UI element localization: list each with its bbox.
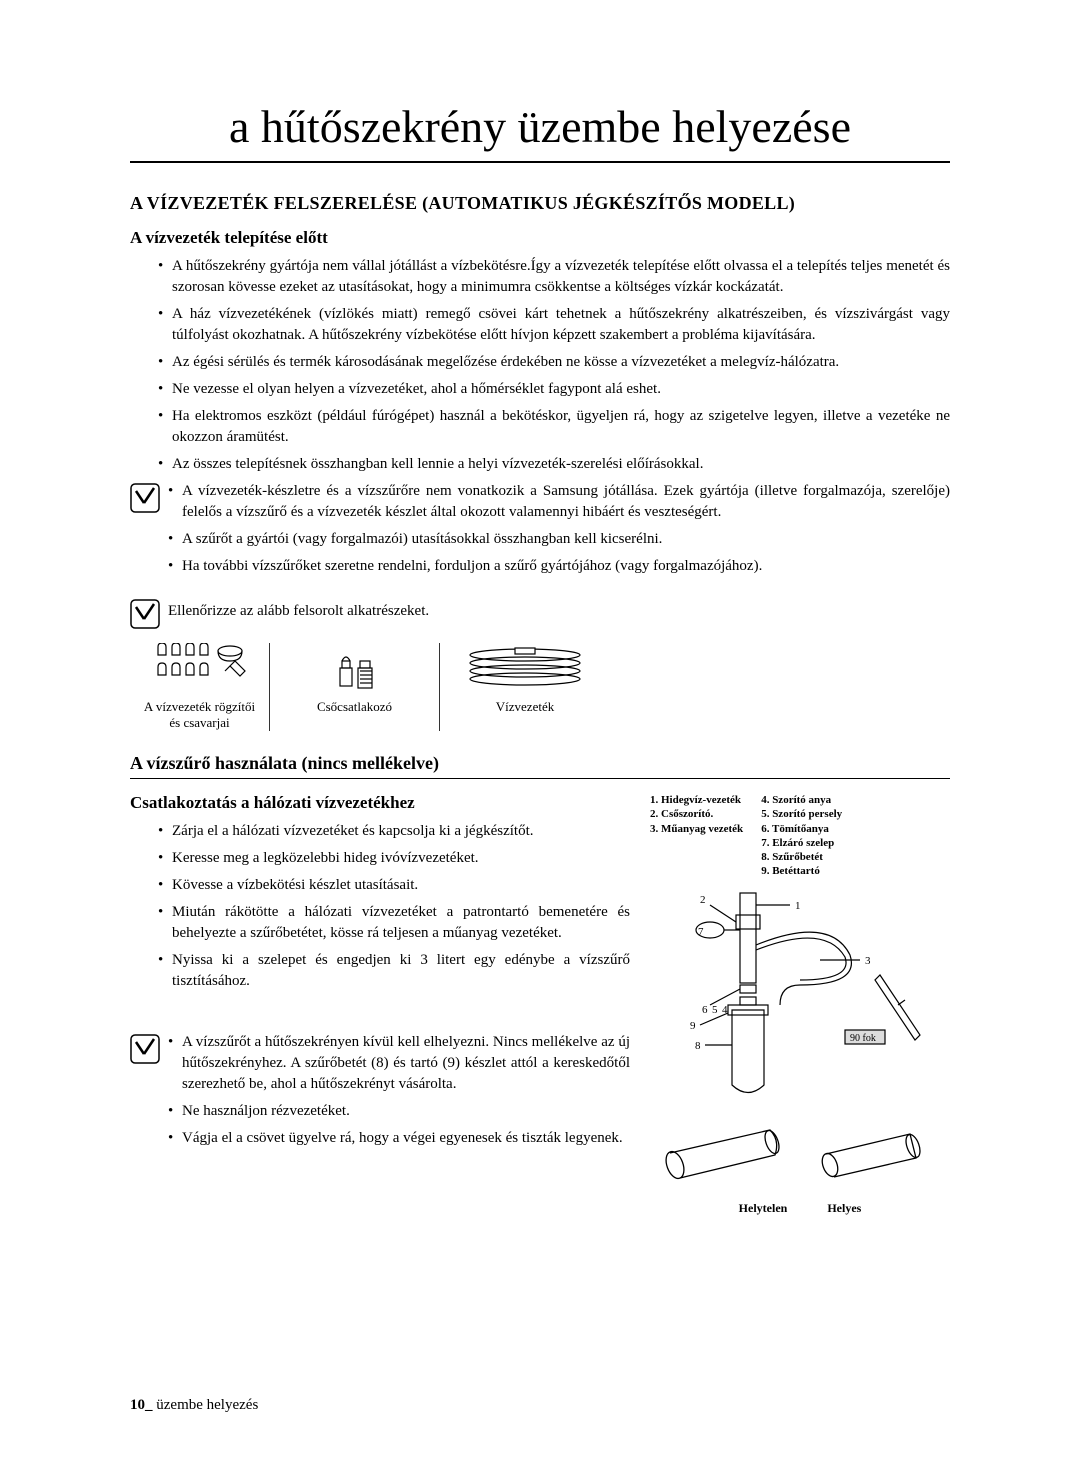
bullet-list: A hűtőszekrény gyártója nem vállal jótál… — [130, 256, 950, 475]
list-item: Ha további vízszűrőket szeretne rendelni… — [182, 556, 950, 577]
list-item: Az égési sérülés és termék károsodásának… — [172, 352, 950, 373]
legend-item: 5. Szorító persely — [761, 807, 842, 821]
legend-item: 3. Műanyag vezeték — [650, 822, 743, 836]
part-label: és csavarjai — [140, 715, 259, 731]
note-icon — [130, 1034, 160, 1064]
list-item: A hűtőszekrény gyártója nem vállal jótál… — [172, 256, 950, 298]
footer-text: üzembe helyezés — [153, 1397, 259, 1413]
page-footer: 10_ üzembe helyezés — [130, 1397, 258, 1414]
svg-text:7: 7 — [698, 926, 704, 938]
legend-item: 4. Szorító anya — [761, 793, 842, 807]
section-subheading: A vízvezeték telepítése előtt — [130, 228, 950, 248]
svg-text:2: 2 — [700, 894, 706, 906]
svg-text:6: 6 — [702, 1004, 708, 1016]
svg-text:1: 1 — [795, 900, 801, 912]
list-item: Az összes telepítésnek összhangban kell … — [172, 454, 950, 475]
page-title: a hűtőszekrény üzembe helyezése — [130, 100, 950, 163]
legend-item: 7. Elzáró szelep — [761, 836, 842, 850]
list-item: Ne használjon rézvezetéket. — [182, 1101, 630, 1122]
list-item: Zárja el a hálózati vízvezetéket és kapc… — [172, 821, 630, 842]
list-item: A szűrőt a gyártói (vagy forgalmazói) ut… — [182, 529, 950, 550]
svg-text:3: 3 — [865, 955, 871, 967]
list-item: Keresse meg a legközelebbi hideg ivóvízv… — [172, 848, 630, 869]
legend-item: 1. Hidegvíz-vezeték — [650, 793, 743, 807]
legend-item: 9. Betéttartó — [761, 864, 842, 878]
diagram-legend: 1. Hidegvíz-vezeték 2. Csőszorító. 3. Mű… — [650, 793, 950, 879]
angle-badge: 90 fok — [850, 1033, 876, 1044]
list-item: A ház vízvezetékének (vízlökés miatt) re… — [172, 304, 950, 346]
legend-item: 8. Szűrőbetét — [761, 850, 842, 864]
list-item: A vízszűrőt a hűtőszekrényen kívül kell … — [182, 1032, 630, 1095]
installation-diagram: 1 2 3 7 4 5 6 8 9 90 fok — [650, 885, 940, 1115]
pipe-wrong-label: Helytelen — [739, 1201, 788, 1216]
note-bullet-list: A vízvezeték-készletre és a vízszűrőre n… — [168, 481, 950, 583]
page-number: 10_ — [130, 1397, 153, 1413]
pipe-right-label: Helyes — [827, 1201, 861, 1216]
legend-item: 6. Tömítőanya — [761, 822, 842, 836]
section-heading: A VÍZVEZETÉK FELSZERELÉSE (AUTOMATIKUS J… — [130, 193, 950, 214]
part-label: A vízvezeték rögzítői — [140, 699, 259, 715]
svg-text:8: 8 — [695, 1040, 701, 1052]
parts-tubing-icon — [460, 643, 590, 693]
section2-subheading: Csatlakoztatás a hálózati vízvezetékhez — [130, 793, 630, 813]
note-icon — [130, 599, 160, 629]
list-item: A vízvezeték-készletre és a vízszűrőre n… — [182, 481, 950, 523]
list-item: Kövesse a vízbekötési készlet utasításai… — [172, 875, 630, 896]
pipe-cut-diagram — [650, 1120, 940, 1190]
note-bullet-list: A vízszűrőt a hűtőszekrényen kívül kell … — [168, 1032, 630, 1155]
bullet-list: Zárja el a hálózati vízvezetéket és kapc… — [130, 821, 630, 992]
part-label: Csőcsatlakozó — [280, 699, 429, 715]
note-text: Ellenőrizze az alább felsorolt alkatrész… — [168, 597, 950, 622]
legend-item: 2. Csőszorító. — [650, 807, 743, 821]
list-item: Nyissa ki a szelepet és engedjen ki 3 li… — [172, 950, 630, 992]
part-label: Vízvezeték — [450, 699, 600, 715]
svg-text:5: 5 — [712, 1004, 718, 1016]
section2-heading: A vízszűrő használata (nincs mellékelve) — [130, 753, 950, 779]
list-item: Miután rákötötte a hálózati vízvezetéket… — [172, 902, 630, 944]
svg-text:9: 9 — [690, 1020, 696, 1032]
note-icon — [130, 483, 160, 513]
parts-connector-icon — [320, 643, 390, 693]
list-item: Ne vezesse el olyan helyen a vízvezetéke… — [172, 379, 950, 400]
parts-clamps-icon — [150, 643, 250, 693]
list-item: Vágja el a csövet ügyelve rá, hogy a vég… — [182, 1128, 630, 1149]
parts-row: A vízvezeték rögzítői és csavarjai Csőcs… — [130, 643, 950, 731]
list-item: Ha elektromos eszközt (például fúrógépet… — [172, 406, 950, 448]
